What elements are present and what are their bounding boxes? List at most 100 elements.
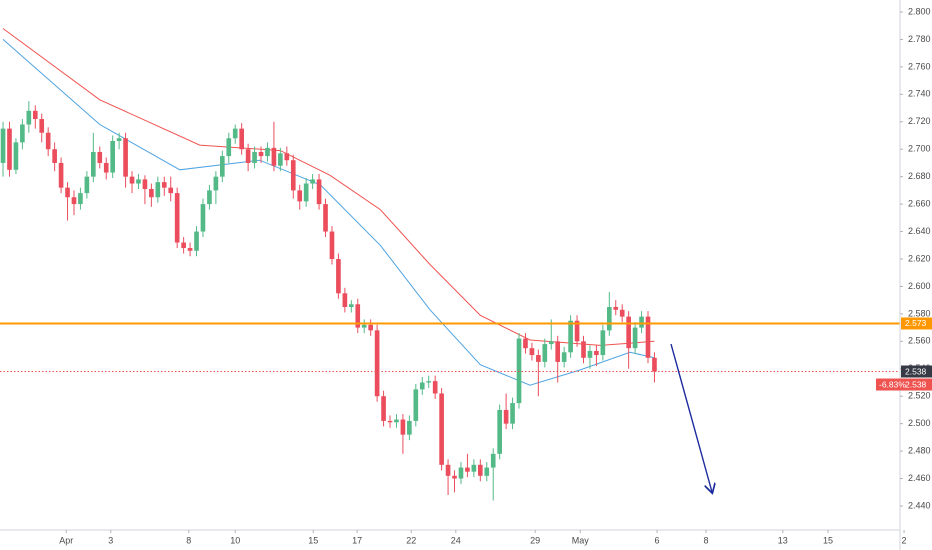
- candle-body: [181, 242, 186, 249]
- candle-body: [290, 160, 296, 191]
- candle-body: [252, 151, 257, 163]
- candle-body: [503, 409, 509, 424]
- candle-body: [626, 316, 631, 349]
- plot-area: [0, 28, 900, 501]
- price-level-label: 2.538: [905, 366, 927, 376]
- candle-body: [65, 187, 70, 198]
- candle-body: [387, 420, 393, 423]
- candle-body: [97, 151, 103, 163]
- candle-body: [271, 147, 277, 166]
- candle-body: [194, 231, 199, 251]
- candle-body: [606, 307, 612, 331]
- candle-body: [220, 156, 225, 177]
- candle-body: [355, 304, 361, 328]
- candle-body: [471, 464, 477, 472]
- candle-body: [368, 324, 373, 331]
- moving-average-line: [2, 39, 655, 386]
- candle-body: [103, 162, 109, 173]
- candle-body: [32, 110, 38, 120]
- change-price-label: 2.538: [905, 379, 927, 389]
- candle-body: [639, 316, 644, 328]
- candle-body: [523, 338, 528, 349]
- candle-body: [7, 128, 12, 170]
- candle-body: [594, 350, 599, 356]
- candle-body: [516, 338, 522, 404]
- x-tick-label: 13: [778, 535, 788, 545]
- candle-body: [174, 193, 180, 243]
- candle-body: [555, 341, 561, 362]
- candle-body: [71, 197, 77, 205]
- x-tick-label: 17: [352, 535, 362, 545]
- candle-body: [245, 149, 251, 163]
- candle-body: [568, 320, 573, 353]
- candle-body: [574, 320, 580, 342]
- candle-body: [258, 151, 264, 157]
- candle-body: [278, 153, 283, 166]
- candle-body: [142, 179, 148, 190]
- price-level-box: [901, 365, 932, 378]
- candle-body: [361, 324, 367, 328]
- y-tick-label: 2.560: [908, 336, 931, 346]
- candle-body: [316, 179, 322, 205]
- candle-body: [458, 467, 464, 479]
- candle-body: [490, 453, 496, 468]
- x-tick-label: 15: [308, 535, 318, 545]
- candle-body: [510, 403, 515, 424]
- y-tick-label: 2.600: [908, 281, 931, 291]
- x-tick-label: 10: [230, 535, 240, 545]
- candle-body: [200, 204, 206, 232]
- candle-body: [39, 119, 45, 133]
- y-tick-label: 2.460: [908, 473, 931, 483]
- candle-body: [548, 341, 554, 345]
- candle-body: [207, 190, 212, 205]
- x-tick-label: May: [572, 535, 590, 545]
- y-tick-label: 2.700: [908, 144, 931, 154]
- candle-body: [581, 341, 586, 358]
- candle-body: [26, 110, 32, 125]
- x-tick-label: 6: [655, 535, 660, 545]
- candle-body: [155, 182, 161, 198]
- y-tick-label: 2.660: [908, 198, 931, 208]
- x-tick-label: Apr: [59, 535, 73, 545]
- candle-body: [52, 149, 57, 163]
- candle-body: [484, 467, 490, 476]
- y-tick-label: 2.640: [908, 226, 931, 236]
- x-tick-label: 8: [704, 535, 709, 545]
- candle-body: [239, 128, 244, 150]
- candle-body: [84, 176, 90, 194]
- candle-body: [381, 396, 386, 421]
- candle-body: [529, 348, 535, 356]
- candle-body: [45, 132, 51, 150]
- candle-body: [20, 124, 25, 143]
- price-level-box: [901, 317, 932, 330]
- candle-body: [452, 475, 457, 479]
- candle-body: [413, 389, 419, 421]
- candle-body: [632, 327, 638, 349]
- forecast-arrow: [670, 343, 712, 492]
- candle-body: [542, 344, 548, 362]
- candle-body: [374, 330, 380, 397]
- candle-body: [348, 304, 354, 308]
- candle-body: [426, 381, 432, 383]
- candle-body: [561, 352, 567, 362]
- y-tick-label: 2.620: [908, 253, 931, 263]
- candle-body: [110, 140, 115, 173]
- y-tick-label: 2.520: [908, 391, 931, 401]
- y-tick-label: 2.480: [908, 445, 931, 455]
- candle-body: [400, 419, 406, 435]
- candle-body: [407, 420, 412, 435]
- candle-body: [303, 183, 309, 202]
- candle-body: [310, 179, 315, 184]
- candle-body: [161, 182, 167, 188]
- candle-body: [465, 467, 470, 472]
- y-tick-label: 2.740: [908, 89, 931, 99]
- y-tick-label: 2.780: [908, 34, 931, 44]
- candle-body: [78, 193, 83, 205]
- candle-body: [284, 153, 290, 161]
- candle-body: [213, 176, 219, 191]
- x-tick-label: 24: [451, 535, 461, 545]
- y-tick-label: 2.680: [908, 171, 931, 181]
- candle-body: [265, 147, 270, 157]
- candle-body: [123, 138, 128, 177]
